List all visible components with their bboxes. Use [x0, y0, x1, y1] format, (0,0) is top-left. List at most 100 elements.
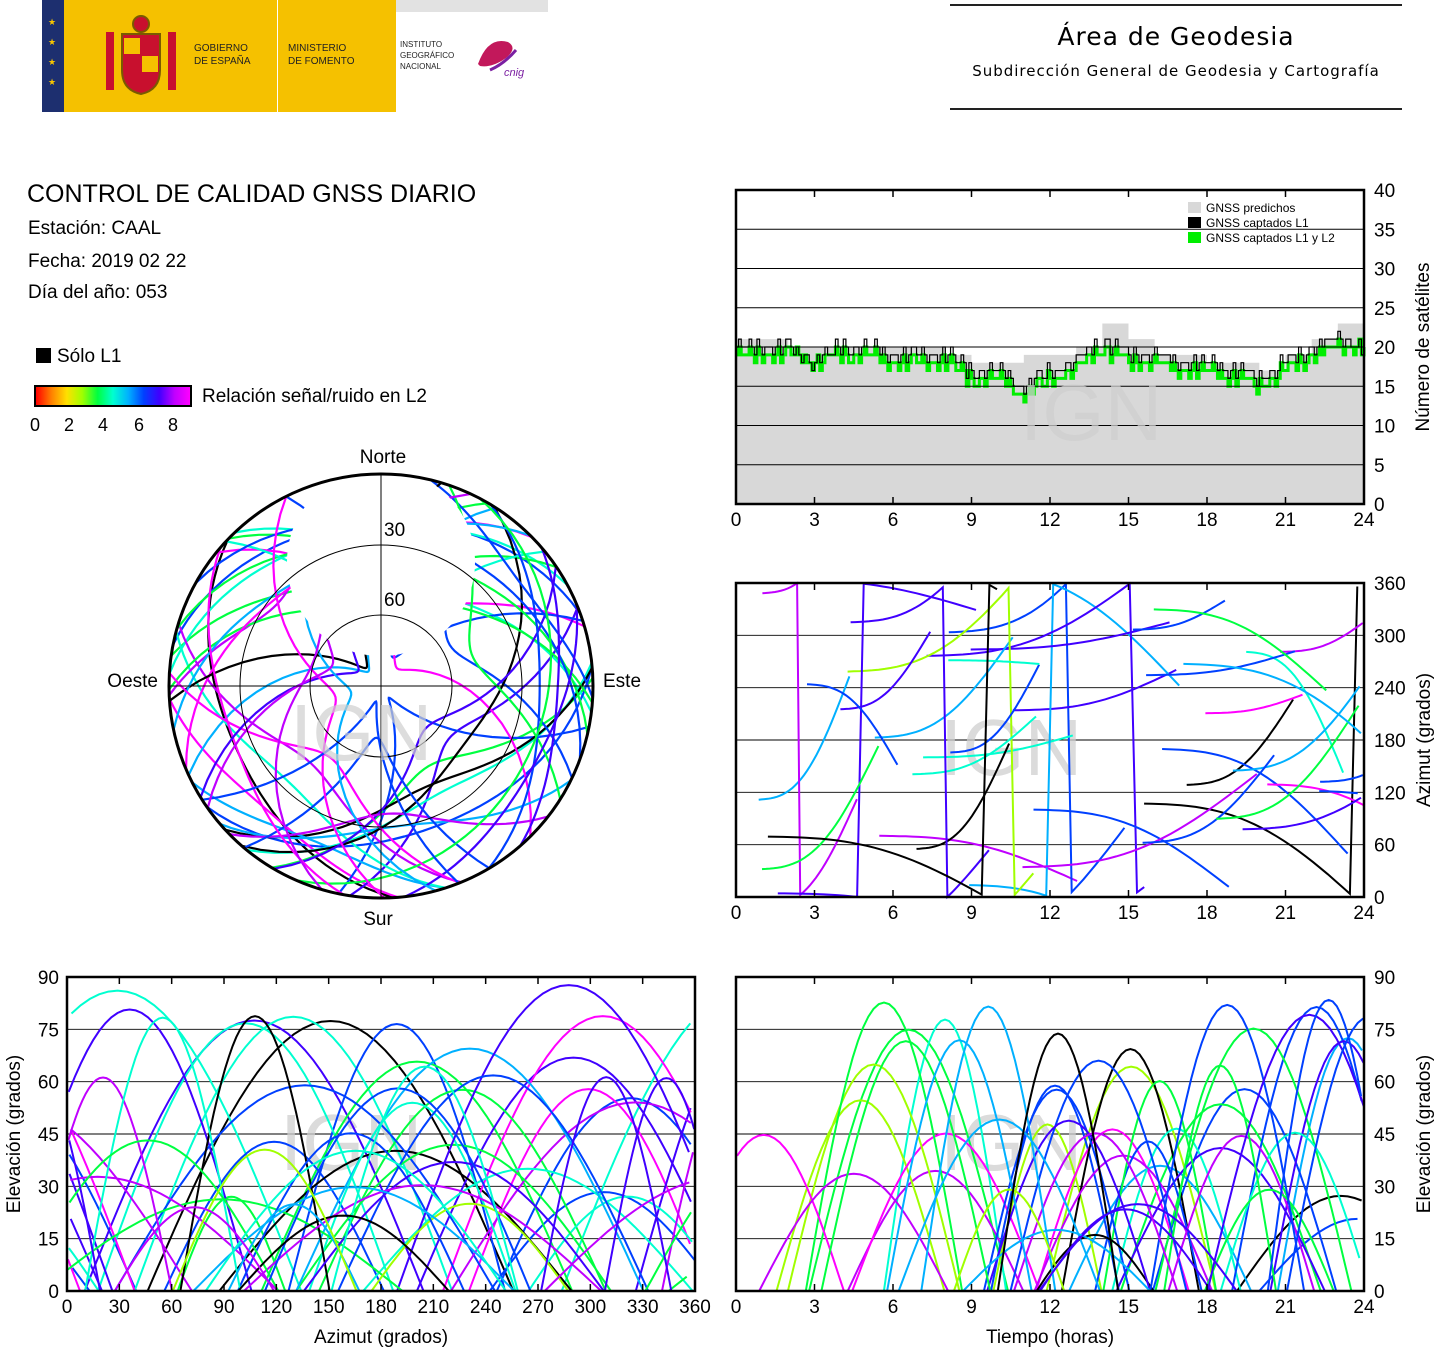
legend-predicted: GNSS predichos [1206, 201, 1295, 215]
count-marks [736, 315, 1366, 504]
elt-track [786, 1063, 961, 1292]
elaz-y-ticks: 0 15 30 45 60 75 90 [38, 968, 59, 1303]
az-x-tick-label: 18 [1196, 903, 1217, 924]
area-title: Área de Geodesia [1057, 22, 1295, 51]
elaz-track [113, 1206, 275, 1292]
title-rule-bottom [950, 108, 1402, 110]
elt-x-tick-label: 18 [1196, 1297, 1217, 1318]
satellite-count-chart: IGN GNSS predichos GNSS captados L1 GNSS… [731, 181, 1434, 531]
az-x-tick-label: 6 [888, 903, 899, 924]
elaz-track [243, 1184, 602, 1292]
az-track [1205, 693, 1303, 715]
l1-line [736, 330, 1365, 395]
elt-track [1149, 1003, 1306, 1292]
az-x-tick-label: 0 [731, 903, 742, 924]
az-track [806, 683, 899, 766]
snr-tick: 0 [30, 415, 41, 435]
az-x-tick-label: 15 [1118, 903, 1139, 924]
cnig-text: cnig [504, 67, 525, 79]
elaz-x-tick-label: 270 [522, 1297, 554, 1318]
elaz-track [192, 1186, 515, 1292]
legend-l1l2: GNSS captados L1 y L2 [1206, 231, 1335, 245]
az-track [916, 743, 1011, 850]
sky-track [349, 606, 579, 897]
sky-track [191, 781, 447, 889]
elaz-track [337, 1074, 650, 1292]
elt-y-tick-label: 15 [1374, 1230, 1395, 1251]
snr-tick: 6 [134, 415, 145, 435]
min-line2: DE FOMENTO [288, 56, 355, 67]
az-track [840, 631, 932, 711]
elaz-track [237, 1214, 450, 1292]
elt-x-tick-label: 3 [809, 1297, 820, 1318]
count-y-ticks: 0 5 10 15 20 25 30 35 40 [1374, 181, 1395, 516]
elaz-track [308, 1101, 517, 1292]
elt-track [897, 1118, 1101, 1292]
count-y-tick-label: 30 [1374, 260, 1395, 281]
elaz-x-ticks: 0 30 60 90 120 150 180 210 240 270 300 330 360 [62, 977, 711, 1318]
legend-l1-only: Sólo L1 [36, 346, 121, 368]
skyplot-chart: IGN 30 60 Norte Sur Este Oeste [107, 447, 641, 930]
az-track [1012, 669, 1177, 712]
title-rule-top [950, 4, 1402, 6]
elt-track [820, 1040, 992, 1292]
station-line: Estación: CAAL [28, 218, 162, 239]
ign-line1: INSTITUTO [400, 40, 443, 49]
elaz-track [171, 1148, 358, 1292]
elt-x-tick-label: 24 [1353, 1297, 1375, 1318]
count-y-tick-label: 15 [1374, 377, 1395, 398]
elt-x-tick-label: 6 [888, 1297, 899, 1318]
az-track [969, 582, 1180, 898]
sky-ring-label-60: 60 [384, 590, 405, 611]
az-track [1267, 783, 1365, 806]
az-track [950, 664, 1040, 754]
elaz-x-tick-label: 210 [417, 1297, 449, 1318]
elt-track [808, 1028, 1009, 1292]
elt-y-tick-label: 60 [1374, 1073, 1395, 1094]
snr-label: Relación señal/ruido en L2 [202, 386, 427, 407]
az-x-tick-label: 24 [1353, 903, 1375, 924]
elt-track [1013, 1132, 1179, 1292]
gov-line1: GOBIERNO [194, 43, 248, 54]
az-track [1319, 790, 1358, 795]
count-y-tick-label: 40 [1374, 181, 1395, 202]
az-x-tick-label: 9 [966, 903, 977, 924]
elt-track [1203, 1188, 1335, 1292]
cnig-logo-icon: cnig [478, 40, 525, 79]
snr-color-bar [34, 385, 192, 407]
elaz-x-tick-label: 300 [574, 1297, 606, 1318]
elt-track [1163, 1064, 1277, 1292]
elt-track [962, 1228, 1151, 1292]
area-subtitle: Subdirección General de Geodesia y Carto… [972, 62, 1380, 80]
elt-y-tick-label: 45 [1374, 1125, 1395, 1146]
az-track [1183, 662, 1362, 735]
elaz-track [133, 1015, 454, 1292]
elt-track [1009, 1059, 1188, 1292]
sky-track [201, 699, 460, 884]
elt-track [1154, 1027, 1353, 1292]
elt-track [1231, 1005, 1363, 1292]
date-line: Fecha: 2019 02 22 [28, 251, 187, 272]
count-ylabel: Número de satélites [1413, 263, 1434, 432]
az-y-tick-label: 60 [1374, 836, 1395, 857]
elt-x-tick-label: 12 [1039, 1297, 1060, 1318]
sky-track [519, 547, 561, 847]
elaz-y-tick-label: 0 [48, 1282, 59, 1303]
elaz-x-tick-label: 240 [470, 1297, 502, 1318]
sky-ring-60 [309, 614, 453, 758]
sky-track [169, 672, 461, 884]
legend-predicted-swatch [1188, 202, 1201, 213]
count-x-tick-label: 12 [1039, 510, 1060, 531]
count-y-tick-label: 35 [1374, 220, 1395, 241]
sky-ring-label-30: 30 [384, 520, 405, 541]
az-track [1320, 774, 1364, 783]
elaz-track [68, 1139, 692, 1292]
sky-track [224, 666, 593, 839]
az-track [874, 636, 1014, 739]
sky-track [169, 698, 399, 898]
l1-only-label: Sólo L1 [57, 346, 122, 367]
elaz-track [218, 1149, 573, 1292]
elaz-y-tick-label: 90 [38, 968, 59, 989]
elaz-y-tick-label: 30 [38, 1177, 59, 1198]
elt-x-tick-label: 15 [1118, 1297, 1139, 1318]
